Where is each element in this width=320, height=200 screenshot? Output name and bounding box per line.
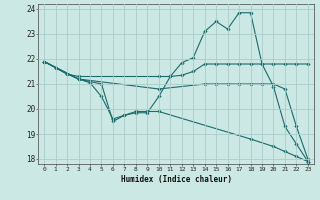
- X-axis label: Humidex (Indice chaleur): Humidex (Indice chaleur): [121, 175, 231, 184]
